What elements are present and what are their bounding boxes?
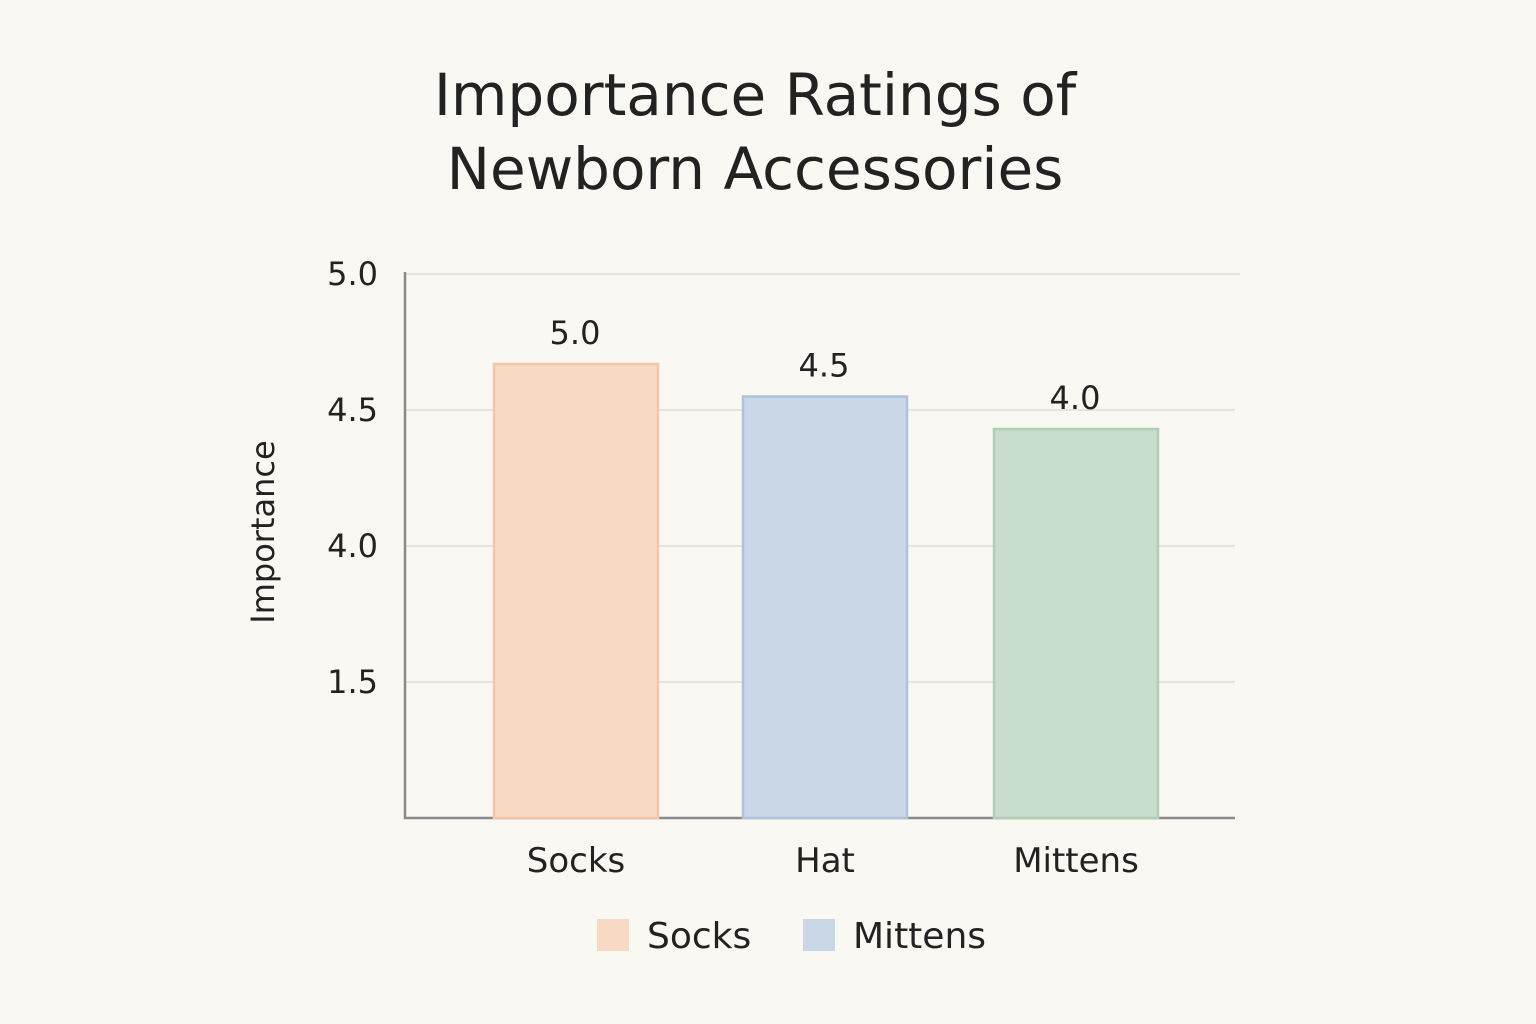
bar-mittens: [992, 427, 1160, 820]
bar-hat: [741, 395, 909, 820]
data-labels: 5.0 4.5 4.0: [550, 314, 1101, 417]
bars: [492, 362, 1160, 820]
legend: Socks Mittens: [597, 916, 986, 957]
x-category-label: Socks: [527, 841, 625, 881]
chart-title: Importance Ratings of Newborn Accessorie…: [0, 58, 1510, 206]
y-tick-labels: 5.0 4.5 4.0 1.5: [327, 255, 378, 701]
bar-socks: [492, 362, 660, 820]
category-labels: Socks Hat Mittens: [527, 841, 1139, 881]
legend-swatch: [597, 919, 629, 951]
data-label: 5.0: [550, 314, 601, 352]
y-tick-label: 5.0: [327, 255, 378, 293]
legend-label: Socks: [647, 916, 751, 957]
x-category-label: Mittens: [1013, 841, 1139, 881]
y-axis-label: Importance: [244, 440, 282, 623]
data-label: 4.0: [1050, 379, 1101, 417]
y-tick-label: 1.5: [327, 663, 378, 701]
y-tick-label: 4.0: [327, 527, 378, 565]
data-label: 4.5: [799, 347, 850, 385]
y-tick-label: 4.5: [327, 391, 378, 429]
legend-swatch: [803, 919, 835, 951]
chart-title-line-2: Newborn Accessories: [446, 135, 1064, 203]
legend-label: Mittens: [853, 916, 986, 957]
chart-title-line-1: Importance Ratings of: [433, 61, 1077, 129]
x-category-label: Hat: [795, 841, 855, 881]
